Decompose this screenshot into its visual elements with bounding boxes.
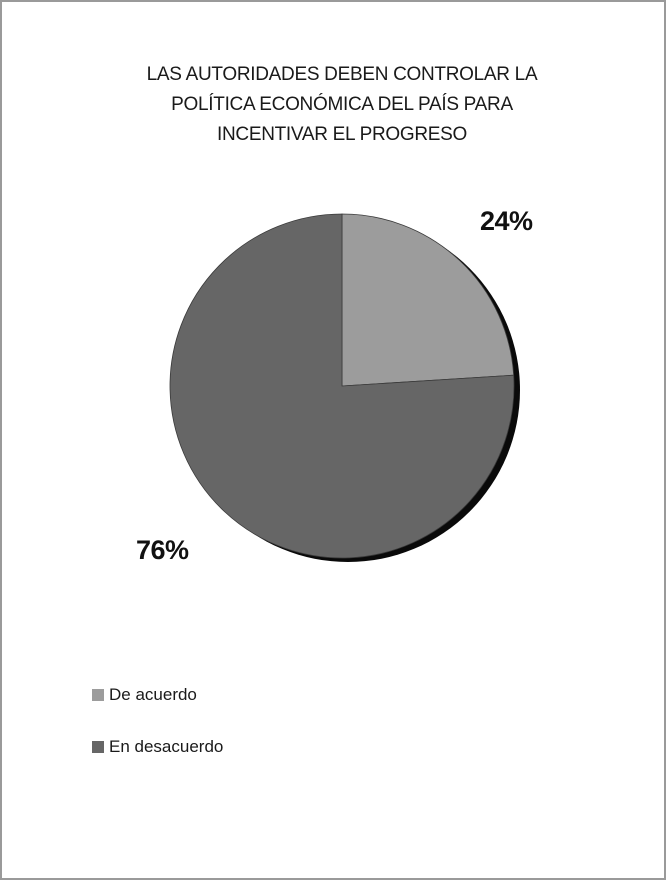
chart-title-line-1: LAS AUTORIDADES DEBEN CONTROLAR LA xyxy=(146,64,538,85)
legend-swatch-en-desacuerdo xyxy=(92,741,104,753)
legend-swatch-de-acuerdo xyxy=(92,689,104,701)
chart-title: LAS AUTORIDADES DEBEN CONTROLAR LA POLÍT… xyxy=(122,60,562,150)
legend-item-en-desacuerdo: En desacuerdo xyxy=(92,734,223,760)
slice-label-en-desacuerdo: 76% xyxy=(136,535,189,565)
legend-label-en-desacuerdo: En desacuerdo xyxy=(109,737,224,756)
pie-slice-de-acuerdo xyxy=(341,213,515,387)
legend-label-de-acuerdo: De acuerdo xyxy=(109,685,197,704)
pie-slice-en-desacuerdo xyxy=(169,213,515,559)
slice-label-de-acuerdo: 24% xyxy=(480,206,533,236)
legend-item-de-acuerdo: De acuerdo xyxy=(92,682,223,708)
chart-title-line-2: POLÍTICA ECONÓMICA DEL PAÍS PARA xyxy=(171,94,513,115)
chart-title-line-3: INCENTIVAR EL PROGRESO xyxy=(217,124,467,145)
chart-legend: De acuerdo En desacuerdo xyxy=(92,682,223,786)
